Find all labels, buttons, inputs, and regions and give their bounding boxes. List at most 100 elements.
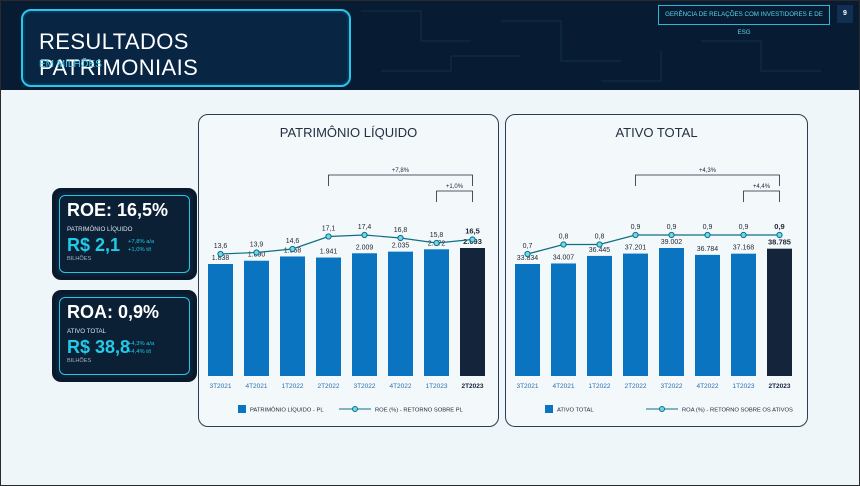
- pl-category-label: 4T2022: [389, 383, 411, 390]
- at-line-point: [740, 231, 747, 239]
- pl-line-label: 17,1: [322, 226, 336, 233]
- at-bar: [623, 253, 648, 376]
- pl-bar: [316, 257, 341, 376]
- at-legend-line-label: ROA (%) - RETORNO SOBRE OS ATIVOS: [682, 408, 793, 414]
- pl-bar: [352, 253, 377, 376]
- roa-unit: BILHÕES: [67, 358, 92, 364]
- at-bar: [515, 264, 540, 376]
- pl-line-label: 14,6: [286, 238, 300, 245]
- at-line-point: [596, 241, 603, 248]
- at-variation-label: +4,3%: [699, 168, 717, 174]
- at-variation-bracket: [635, 174, 780, 186]
- pl-line-label: 15,8: [430, 232, 444, 239]
- pl-line-point: [253, 249, 260, 256]
- pl-legend-line-label: ROE (%) - RETORNO SOBRE PL: [375, 408, 464, 414]
- pl-category-label: 1T2022: [281, 383, 303, 390]
- at-legend-line-marker: [659, 406, 665, 412]
- at-category-label: 3T2022: [660, 383, 682, 390]
- pl-bar-label: 1.838: [212, 255, 230, 262]
- roa-var-yoy: +4,3% a/a: [128, 341, 155, 347]
- pl-bar: [388, 251, 413, 376]
- pl-legend-bar-label: PATRIMÔNIO LÍQUIDO - PL: [250, 407, 324, 414]
- roe-var-qoq: +1,0% t/t: [128, 247, 152, 253]
- at-line-label: 0,9: [774, 222, 784, 231]
- pl-bar: [460, 248, 485, 376]
- pl-bar-label: 1.941: [320, 249, 338, 256]
- at-bar-label: 37.168: [733, 245, 755, 252]
- pl-bar: [280, 256, 305, 376]
- at-category-label: 4T2022: [696, 383, 718, 390]
- at-line-label: 0,9: [703, 224, 713, 231]
- pl-line-point: [325, 233, 332, 240]
- pl-category-label: 4T2021: [245, 383, 267, 390]
- at-category-label: 1T2022: [588, 383, 610, 390]
- roa-card: ROA: 0,9% ATIVO TOTAL R$ 38,8 +4,3% a/a …: [53, 291, 196, 381]
- roe-label: PATRIMÔNIO LÍQUIDO: [67, 226, 133, 233]
- at-legend-bar-swatch: [545, 405, 553, 413]
- department-label: GERÊNCIA DE RELAÇÕES COM INVESTIDORES E …: [658, 5, 830, 36]
- pl-line-point: [397, 234, 404, 242]
- at-chart: 33.834 3T2021 34.007 4T2021 36.445 1T2022 37.2…: [515, 168, 793, 414]
- at-line-point: [560, 241, 567, 248]
- at-line-point: [704, 231, 711, 239]
- roe-card: ROE: 16,5% PATRIMÔNIO LÍQUIDO R$ 2,1 +7,…: [53, 189, 196, 279]
- at-variation-label: +4,4%: [753, 184, 771, 190]
- at-bar: [551, 263, 576, 376]
- pl-line: [220, 234, 473, 255]
- at-variation-bracket: [743, 190, 780, 202]
- at-line-label: 0,8: [559, 234, 569, 241]
- at-bar: [767, 248, 792, 376]
- at-bar-label: 36.445: [589, 247, 611, 254]
- at-line-label: 0,9: [739, 224, 749, 231]
- at-category-label: 3T2021: [516, 383, 538, 390]
- pl-line-point: [217, 250, 224, 258]
- at-line-label: 0,9: [667, 224, 677, 231]
- pl-bar-label: 2.035: [392, 243, 410, 250]
- at-bar-label: 33.834: [517, 255, 539, 262]
- at-bar: [587, 255, 612, 376]
- pl-line-label: 17,4: [358, 224, 372, 231]
- roa-card-border: [59, 297, 190, 375]
- at-bar-label: 34.007: [553, 254, 575, 261]
- roa-label: ATIVO TOTAL: [67, 328, 107, 335]
- pl-category-label: 3T2022: [353, 383, 375, 390]
- at-legend-bar-label: ATIVO TOTAL: [557, 408, 594, 414]
- pl-variation-bracket: [436, 190, 473, 202]
- at-bar-label: 38.785: [768, 238, 791, 247]
- pl-bar-label: 2.009: [356, 244, 374, 251]
- roe-title: ROE: 16,5%: [67, 200, 169, 220]
- pl-category-label: 2T2023: [461, 383, 483, 390]
- pl-bar: [208, 264, 233, 376]
- pl-category-label: 1T2023: [425, 383, 447, 390]
- pl-category-label: 3T2021: [209, 383, 231, 390]
- at-bar-label: 39.002: [661, 239, 683, 246]
- at-category-label: 2T2023: [768, 383, 790, 390]
- at-category-label: 4T2021: [552, 383, 574, 390]
- roe-var-yoy: +7,8% a/a: [128, 239, 155, 245]
- at-line-point: [632, 231, 639, 239]
- pl-line-point: [361, 231, 368, 239]
- roa-var-qoq: +4,4% t/t: [128, 349, 152, 355]
- pl-variation-label: +1,0%: [446, 184, 464, 190]
- pl-bar: [244, 260, 269, 376]
- roe-value: R$ 2,1: [67, 235, 121, 255]
- at-bar-label: 37.201: [625, 245, 647, 252]
- roe-card-border: [59, 195, 190, 273]
- at-bar: [695, 254, 720, 376]
- pl-variation-label: +7,8%: [392, 168, 410, 174]
- page-title: RESULTADOS PATRIMONIAIS: [39, 29, 199, 80]
- at-chart-panel: ATIVO TOTAL 33.834 3T2021 34.007 4T2021 36.4…: [505, 114, 808, 427]
- pl-line-label: 16,5: [465, 227, 480, 236]
- roa-title: ROA: 0,9%: [67, 302, 160, 322]
- pl-category-label: 2T2022: [317, 383, 339, 390]
- pl-line-label: 13,6: [214, 243, 228, 250]
- roa-value: R$ 38,8: [67, 337, 131, 357]
- title-box: RESULTADOS PATRIMONIAIS EM MILHÕES: [21, 9, 351, 87]
- at-line-label: 0,7: [523, 243, 533, 250]
- pl-bar: [424, 249, 449, 376]
- at-category-label: 1T2023: [732, 383, 754, 390]
- at-bar-label: 36.784: [697, 246, 719, 253]
- pl-chart-title: PATRIMÔNIO LÍQUIDO: [279, 125, 418, 140]
- at-line-label: 0,9: [631, 224, 641, 231]
- pl-line-point: [289, 245, 296, 253]
